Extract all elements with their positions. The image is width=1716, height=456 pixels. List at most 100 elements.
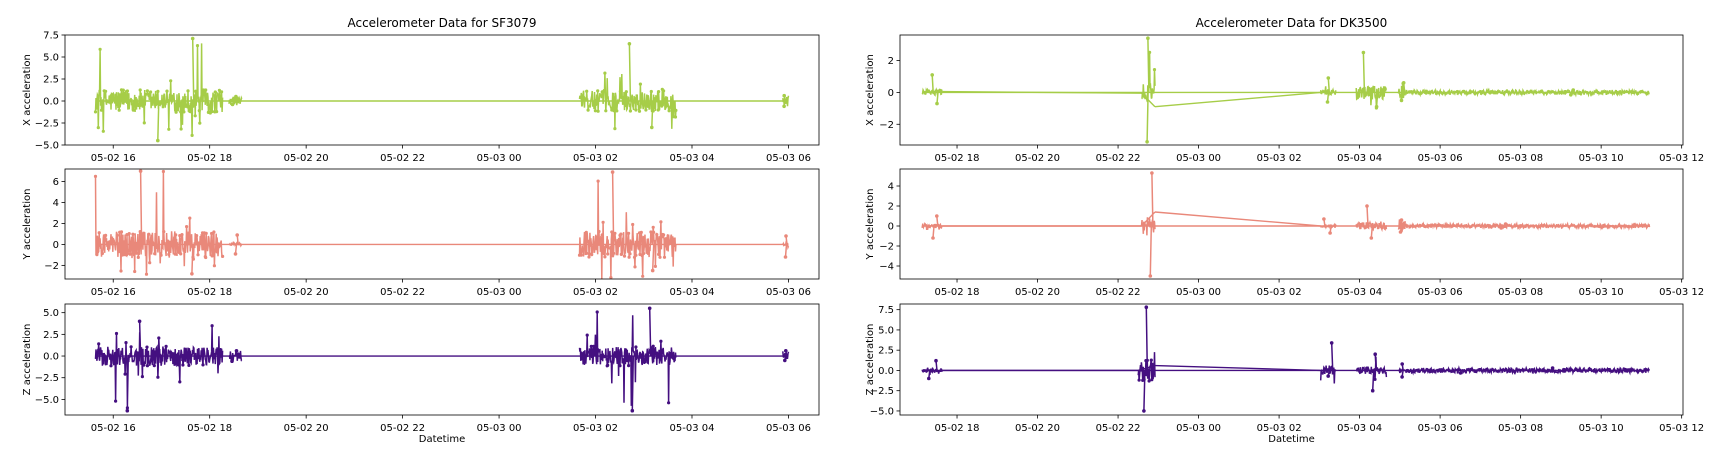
data-burst <box>1319 77 1337 103</box>
x-tick-label: 05-02 20 <box>284 153 329 164</box>
data-point <box>169 79 173 83</box>
x-tick-label: 05-03 04 <box>1337 287 1382 298</box>
data-point <box>1458 371 1463 375</box>
axes-frame <box>64 168 820 280</box>
data-burst <box>921 215 943 239</box>
data-point <box>649 89 653 94</box>
data-point <box>128 252 132 256</box>
data-burst <box>1141 38 1156 142</box>
data-point <box>783 358 787 363</box>
data-markers <box>93 36 224 143</box>
x-tick-label: 05-02 22 <box>1096 287 1141 298</box>
y-tick-label: 2 <box>888 202 894 213</box>
data-point <box>197 109 201 113</box>
data-point <box>1571 88 1575 92</box>
x-tick-label: 05-03 06 <box>1418 153 1463 164</box>
data-point <box>622 254 627 258</box>
x-tick-label: 05-03 06 <box>1418 287 1463 298</box>
data-point <box>602 89 607 93</box>
data-point <box>193 114 197 118</box>
data-point <box>230 102 235 107</box>
data-point <box>593 109 598 113</box>
panel-z: −5.0 −2.5 0.0 2.5 5.0 Z acceleration 05-02 16 0… <box>22 303 820 434</box>
data-point <box>129 345 133 349</box>
data-point <box>188 216 192 220</box>
x-tick-label: 05-02 16 <box>91 287 136 298</box>
data-point <box>656 108 660 112</box>
data-point <box>637 109 642 113</box>
data-point <box>198 121 202 125</box>
data-point <box>142 363 146 367</box>
data-point <box>125 251 129 256</box>
data-point <box>584 230 588 234</box>
data-point <box>784 349 788 353</box>
data-point <box>137 319 142 324</box>
data-point <box>782 104 786 109</box>
y-axis-label: Z acceleration <box>22 324 33 396</box>
data-point <box>148 261 152 265</box>
y-tick-label: 5.0 <box>43 53 59 64</box>
data-point <box>125 406 129 410</box>
y-tick-label: 0.0 <box>43 97 59 108</box>
data-point <box>167 252 171 256</box>
data-markers <box>93 169 225 276</box>
data-markers <box>233 233 239 256</box>
data-markers <box>1322 217 1332 235</box>
data-point <box>1373 352 1377 357</box>
data-point <box>1145 140 1149 144</box>
data-point <box>641 274 645 278</box>
data-point <box>613 231 617 235</box>
data-point <box>1145 358 1149 362</box>
x-tick-label: 05-02 22 <box>1096 423 1141 434</box>
x-tick-label: 05-02 22 <box>380 287 425 298</box>
x-tick-label: 05-02 20 <box>284 287 329 298</box>
series-line <box>942 90 1142 94</box>
data-point <box>230 359 234 364</box>
data-point <box>179 110 183 114</box>
x-tick-label: 05-02 18 <box>935 153 980 164</box>
data-point <box>96 126 100 130</box>
data-point <box>191 257 195 261</box>
data-point <box>624 90 628 94</box>
data-point <box>651 233 655 237</box>
data-markers <box>1458 366 1555 375</box>
x-tick-label: 05-03 02 <box>573 153 618 164</box>
series-line <box>1154 91 1321 108</box>
data-burst <box>228 350 243 362</box>
x-tick-label: 05-03 08 <box>1498 423 1543 434</box>
y-tick-label: −5.0 <box>870 406 894 417</box>
data-point <box>178 380 182 384</box>
y-tick-label: 0 <box>888 88 894 99</box>
data-point <box>1400 375 1404 379</box>
axes-frame <box>899 34 1684 146</box>
data-point <box>652 230 656 234</box>
data-point <box>195 44 200 48</box>
data-burst <box>228 234 243 254</box>
data-point <box>1499 226 1503 230</box>
x-tick-label: 05-03 00 <box>477 287 522 298</box>
data-point <box>117 108 121 112</box>
data-point <box>234 94 238 99</box>
data-point <box>1365 204 1369 208</box>
x-tick-label: 05-03 00 <box>1176 423 1221 434</box>
data-point <box>156 138 160 143</box>
y-tick-label: 4 <box>888 182 894 193</box>
y-tick-label: 7.5 <box>43 31 59 42</box>
data-point <box>145 89 149 93</box>
data-point <box>215 110 219 114</box>
x-tick-label: 05-02 20 <box>1015 287 1060 298</box>
x-tick-label: 05-03 06 <box>766 287 811 298</box>
data-point <box>606 252 610 256</box>
data-burst <box>578 43 677 129</box>
data-point <box>585 89 589 93</box>
data-point <box>1369 236 1374 240</box>
chart-title: Accelerometer Data for SF3079 <box>347 16 536 30</box>
data-point <box>658 255 662 259</box>
y-tick-label: −2.5 <box>35 119 59 130</box>
data-point <box>100 251 104 256</box>
data-markers <box>585 42 678 131</box>
data-point <box>204 255 208 260</box>
data-point <box>101 129 105 133</box>
data-point <box>1326 76 1331 80</box>
data-point <box>1137 378 1141 382</box>
